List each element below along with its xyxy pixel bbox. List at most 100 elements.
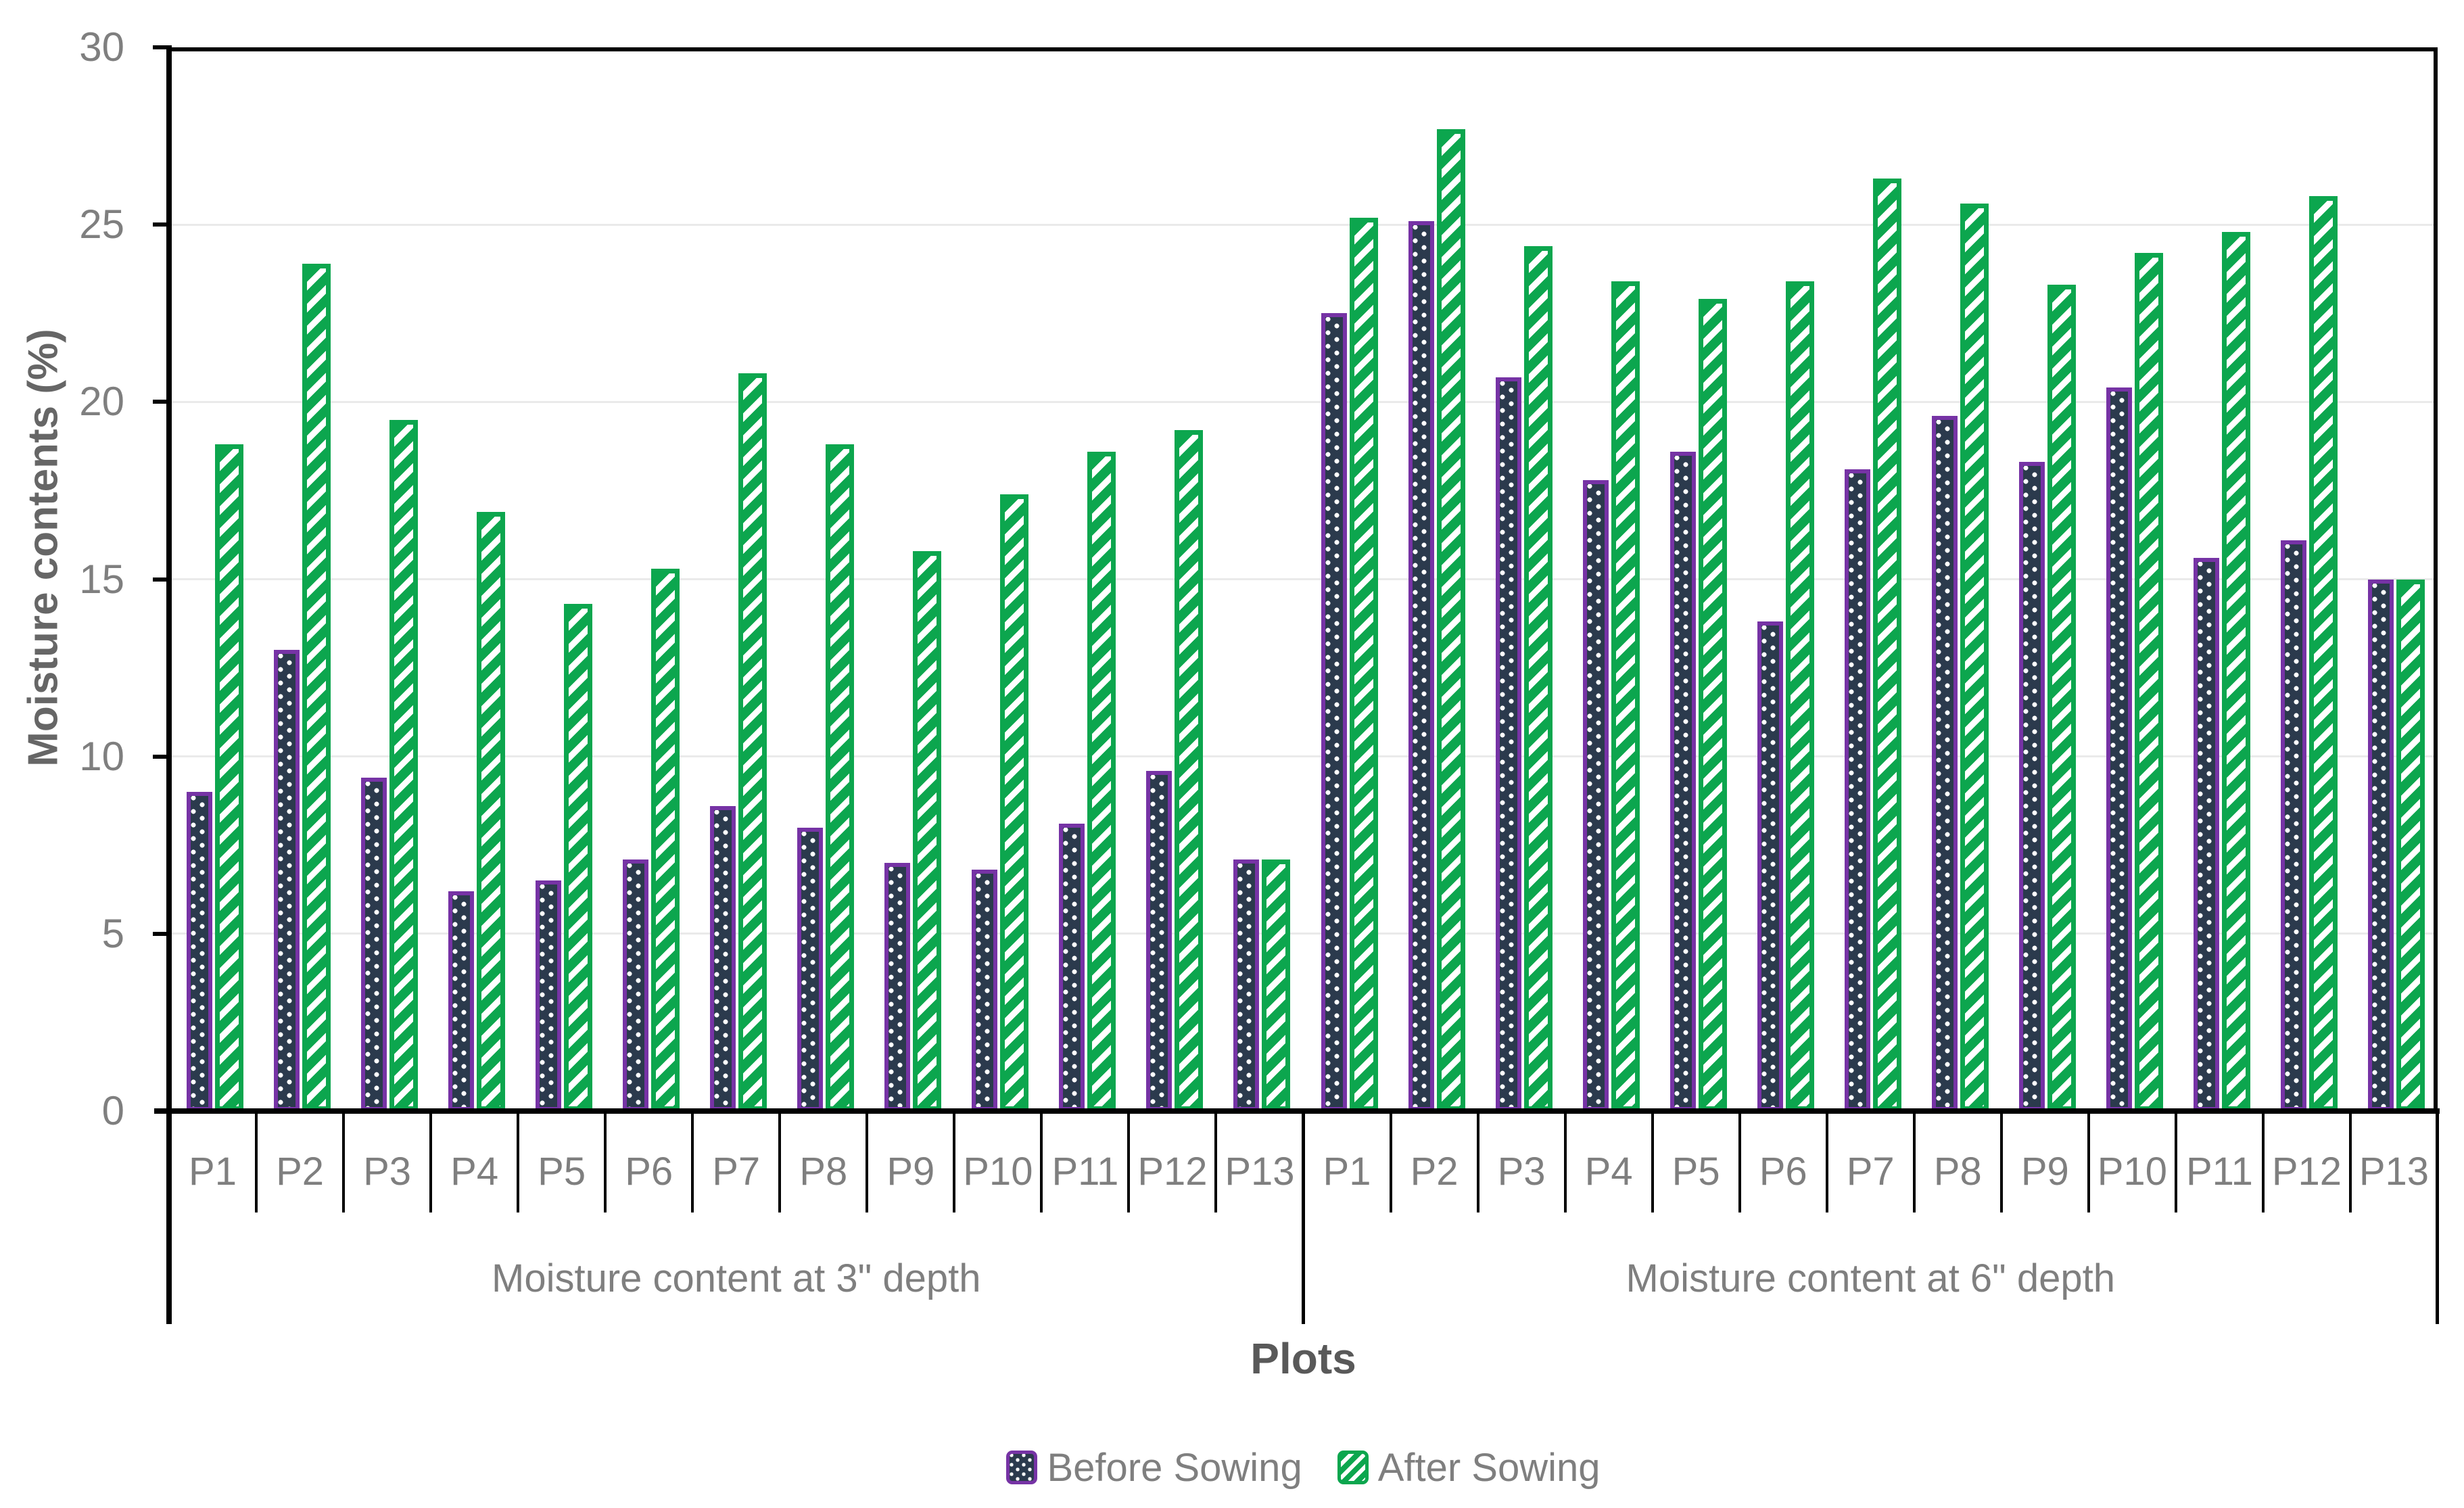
- x-label-group1-P2: P2: [276, 1149, 325, 1194]
- y-tick-30: [153, 45, 169, 49]
- bar-after-sowing-group1-P4: [477, 511, 506, 1111]
- y-tick-10: [153, 754, 169, 759]
- x-axis-title: Plots: [1250, 1334, 1356, 1383]
- bar-after-sowing-group2-P6: [1785, 281, 1814, 1111]
- x-label-group2-P5: P5: [1672, 1149, 1720, 1194]
- bar-after-sowing-group2-P9: [2047, 285, 2076, 1111]
- gridline-10: [172, 755, 2434, 758]
- x-separator-9: [953, 1111, 956, 1212]
- bar-before-sowing-group1-P13: [1233, 859, 1260, 1111]
- gridline-20: [172, 400, 2434, 403]
- gridline-25: [172, 223, 2434, 226]
- x-label-group1-P1: P1: [189, 1149, 237, 1194]
- x-separator-7: [778, 1111, 782, 1212]
- x-label-group2-P4: P4: [1584, 1149, 1633, 1194]
- bar-before-sowing-group2-P7: [1844, 469, 1870, 1111]
- legend-item-before-sowing: Before Sowing: [1006, 1445, 1302, 1490]
- bar-after-sowing-group2-P5: [1698, 299, 1727, 1111]
- bar-before-sowing-group1-P3: [361, 778, 387, 1111]
- x-separator-14: [1389, 1111, 1392, 1212]
- x-separator-3: [429, 1111, 433, 1212]
- bar-before-sowing-group1-P8: [797, 827, 824, 1111]
- bar-after-sowing-group2-P7: [1872, 179, 1901, 1111]
- bar-before-sowing-group1-P7: [710, 806, 736, 1111]
- bar-before-sowing-group2-P6: [1757, 621, 1783, 1111]
- x-label-group1-P9: P9: [886, 1149, 935, 1194]
- bar-after-sowing-group1-P7: [738, 373, 767, 1111]
- x-label-group1-P11: P11: [1051, 1149, 1119, 1194]
- bar-before-sowing-group2-P2: [1408, 220, 1434, 1111]
- bar-after-sowing-group2-P11: [2221, 231, 2250, 1111]
- x-label-group1-P3: P3: [363, 1149, 412, 1194]
- y-tick-label-5: 5: [101, 910, 124, 956]
- x-separator-1: [255, 1111, 258, 1212]
- x-separator-8: [866, 1111, 869, 1212]
- x-label-group1-P13: P13: [1225, 1149, 1295, 1194]
- group-divider-line: [1302, 1111, 1305, 1324]
- x-separator-6: [691, 1111, 694, 1212]
- x-label-group2-P12: P12: [2271, 1149, 2342, 1194]
- bar-after-sowing-group1-P11: [1087, 451, 1116, 1111]
- bar-before-sowing-group2-P8: [1931, 416, 1958, 1111]
- x-label-group2-P2: P2: [1410, 1149, 1459, 1194]
- bar-after-sowing-group2-P1: [1349, 217, 1378, 1111]
- legend-swatch-before-sowing: [1006, 1451, 1038, 1484]
- legend: Before Sowing After Sowing: [169, 1440, 2438, 1494]
- gridline-5: [172, 933, 2434, 935]
- y-tick-25: [153, 222, 169, 227]
- x-separator-22: [2087, 1111, 2090, 1212]
- x-label-group1-P12: P12: [1137, 1149, 1208, 1194]
- y-tick-label-10: 10: [79, 733, 124, 779]
- x-label-group2-P6: P6: [1759, 1149, 1807, 1194]
- x-label-group1-P7: P7: [712, 1149, 761, 1194]
- gridline-15: [172, 578, 2434, 580]
- legend-label-after-sowing: After Sowing: [1377, 1445, 1601, 1490]
- x-separator-25: [2348, 1111, 2352, 1212]
- x-separator-24: [2261, 1111, 2265, 1212]
- bar-before-sowing-group1-P1: [187, 792, 212, 1111]
- x-separator-17: [1651, 1111, 1654, 1212]
- bar-before-sowing-group2-P4: [1582, 479, 1609, 1111]
- bar-after-sowing-group1-P6: [651, 568, 680, 1111]
- x-separator-21: [1999, 1111, 2003, 1212]
- x-label-group1-P4: P4: [450, 1149, 499, 1194]
- bar-before-sowing-group2-P12: [2280, 540, 2306, 1111]
- x-separator-12: [1214, 1111, 1218, 1212]
- bar-after-sowing-group1-P12: [1175, 430, 1204, 1111]
- x-label-group2-P7: P7: [1846, 1149, 1895, 1194]
- x-label-group1-P6: P6: [625, 1149, 673, 1194]
- x-separator-20: [1912, 1111, 1916, 1212]
- bar-after-sowing-group1-P5: [564, 604, 593, 1111]
- bar-before-sowing-group2-P13: [2367, 579, 2394, 1111]
- bar-after-sowing-group1-P1: [215, 444, 243, 1111]
- x-separator-23: [2174, 1111, 2177, 1212]
- y-tick-15: [153, 577, 169, 582]
- y-axis-line: [166, 45, 172, 1324]
- x-separator-15: [1476, 1111, 1479, 1212]
- bar-after-sowing-group1-P8: [826, 444, 855, 1111]
- group-label-2: Moisture content at 6" depth: [1626, 1256, 2115, 1300]
- legend-item-after-sowing: After Sowing: [1337, 1445, 1601, 1490]
- bar-after-sowing-group1-P9: [913, 550, 942, 1111]
- x-separator-11: [1127, 1111, 1131, 1212]
- bar-before-sowing-group1-P12: [1146, 770, 1172, 1111]
- y-tick-label-0: 0: [101, 1088, 124, 1133]
- bar-before-sowing-group1-P2: [274, 650, 300, 1111]
- bar-before-sowing-group2-P1: [1321, 313, 1347, 1111]
- x-axis-line: [154, 1108, 2440, 1114]
- bar-after-sowing-group1-P10: [1000, 494, 1029, 1111]
- bar-after-sowing-group1-P3: [389, 419, 419, 1111]
- bar-after-sowing-group2-P12: [2308, 196, 2338, 1111]
- x-separator-2: [342, 1111, 346, 1212]
- x-separator-16: [1563, 1111, 1567, 1212]
- x-separator-18: [1738, 1111, 1741, 1212]
- y-tick-label-25: 25: [79, 202, 124, 248]
- y-tick-label-30: 30: [79, 24, 124, 70]
- y-tick-5: [153, 931, 169, 936]
- bar-after-sowing-group2-P8: [1960, 203, 1989, 1111]
- bar-after-sowing-group2-P2: [1436, 128, 1465, 1111]
- x-label-group2-P10: P10: [2097, 1149, 2167, 1194]
- y-tick-20: [153, 400, 169, 404]
- bar-after-sowing-group2-P3: [1523, 245, 1553, 1111]
